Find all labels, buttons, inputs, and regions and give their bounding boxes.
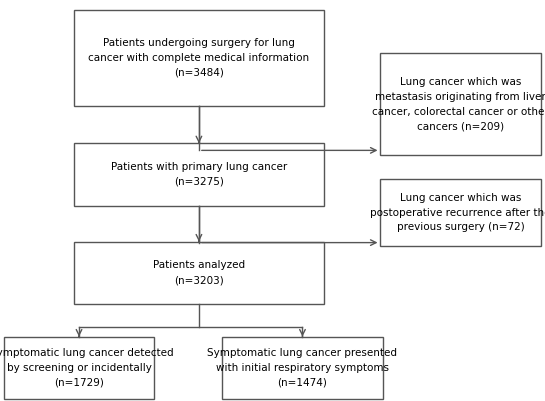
Text: Lung cancer which was
metastasis originating from liver
cancer, colorectal cance: Lung cancer which was metastasis origina… bbox=[372, 77, 545, 132]
FancyBboxPatch shape bbox=[4, 337, 154, 399]
Text: Lung cancer which was
postoperative recurrence after the
previous surgery (n=72): Lung cancer which was postoperative recu… bbox=[370, 193, 545, 232]
Text: Asymptomatic lung cancer detected
by screening or incidentally
(n=1729): Asymptomatic lung cancer detected by scr… bbox=[0, 348, 174, 387]
FancyBboxPatch shape bbox=[222, 337, 383, 399]
FancyBboxPatch shape bbox=[74, 144, 324, 206]
FancyBboxPatch shape bbox=[380, 53, 541, 155]
Text: Symptomatic lung cancer presented
with initial respiratory symptoms
(n=1474): Symptomatic lung cancer presented with i… bbox=[208, 348, 397, 387]
Text: Patients with primary lung cancer
(n=3275): Patients with primary lung cancer (n=327… bbox=[111, 162, 287, 187]
FancyBboxPatch shape bbox=[380, 180, 541, 245]
Text: Patients analyzed
(n=3203): Patients analyzed (n=3203) bbox=[153, 260, 245, 285]
FancyBboxPatch shape bbox=[74, 241, 324, 304]
FancyBboxPatch shape bbox=[74, 10, 324, 106]
Text: Patients undergoing surgery for lung
cancer with complete medical information
(n: Patients undergoing surgery for lung can… bbox=[88, 38, 310, 78]
